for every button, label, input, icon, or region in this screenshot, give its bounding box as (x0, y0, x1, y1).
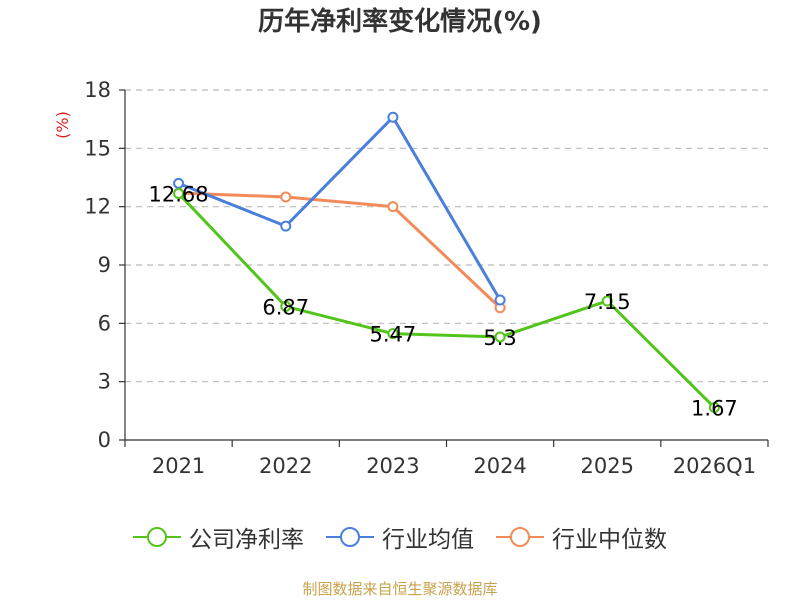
legend-marker-icon (326, 527, 374, 547)
y-tick-label: 9 (98, 253, 111, 277)
legend-label: 行业中位数 (552, 527, 667, 553)
y-tick-label: 18 (84, 78, 111, 102)
legend-label: 公司净利率 (189, 527, 304, 553)
axes: 0 3 6 9 12 15 18 2021 2022 2023 2024 2025 2026Q1 (84, 78, 769, 478)
data-label: 5.3 (483, 326, 516, 350)
grid-lines (125, 89, 768, 383)
legend-item-industry-median[interactable]: 行业中位数 (496, 520, 667, 554)
data-label: 5.47 (370, 323, 417, 347)
x-tick-label: 2023 (366, 454, 419, 478)
data-point[interactable] (173, 187, 185, 199)
x-tick-label: 2026Q1 (673, 454, 756, 478)
data-label: 1.67 (691, 397, 738, 421)
data-point[interactable] (280, 220, 292, 232)
data-point[interactable] (494, 331, 506, 343)
x-tick-label: 2021 (152, 454, 205, 478)
y-tick-label: 12 (84, 195, 111, 219)
chart-title: 历年净利率变化情况(%) (258, 6, 542, 37)
x-tick-label: 2022 (259, 454, 312, 478)
legend-marker-icon (133, 527, 181, 547)
data-point[interactable] (494, 294, 506, 306)
data-point[interactable] (708, 402, 720, 414)
data-point[interactable] (601, 295, 613, 307)
data-point[interactable] (173, 177, 185, 189)
series-line (178, 115, 502, 301)
legend: 公司净利率 行业均值 行业中位数 (0, 520, 800, 554)
legend-label: 行业均值 (382, 527, 474, 553)
data-label: 7.15 (584, 290, 631, 314)
data-label: 6.87 (262, 295, 309, 319)
series-lines (173, 111, 720, 414)
data-point[interactable] (387, 201, 399, 213)
y-tick-label: 15 (84, 136, 111, 160)
source-note: 制图数据来自恒生聚源数据库 (302, 580, 498, 598)
data-point[interactable] (280, 300, 292, 312)
y-axis-label: (%) (53, 111, 72, 139)
data-label: 12.68 (149, 182, 209, 206)
x-tick-label: 2025 (581, 454, 634, 478)
y-tick-label: 3 (98, 370, 111, 394)
data-point[interactable] (280, 191, 292, 203)
y-tick-label: 0 (98, 428, 111, 452)
legend-item-industry-average[interactable]: 行业均值 (326, 520, 474, 554)
line-chart: 历年净利率变化情况(%) (%) 0 3 6 9 12 15 18 2021 2022 2023 2… (53, 6, 769, 478)
x-tick-label: 2024 (473, 454, 526, 478)
y-tick-label: 6 (98, 311, 111, 335)
data-labels: 12.68 6.87 5.47 5.3 7.15 1.67 (149, 182, 738, 420)
data-point[interactable] (387, 111, 399, 123)
series-line (178, 191, 502, 309)
legend-item-company-net-margin[interactable]: 公司净利率 (133, 520, 304, 554)
legend-marker-icon (496, 527, 544, 547)
data-point[interactable] (387, 328, 399, 340)
series-line (177, 192, 716, 409)
